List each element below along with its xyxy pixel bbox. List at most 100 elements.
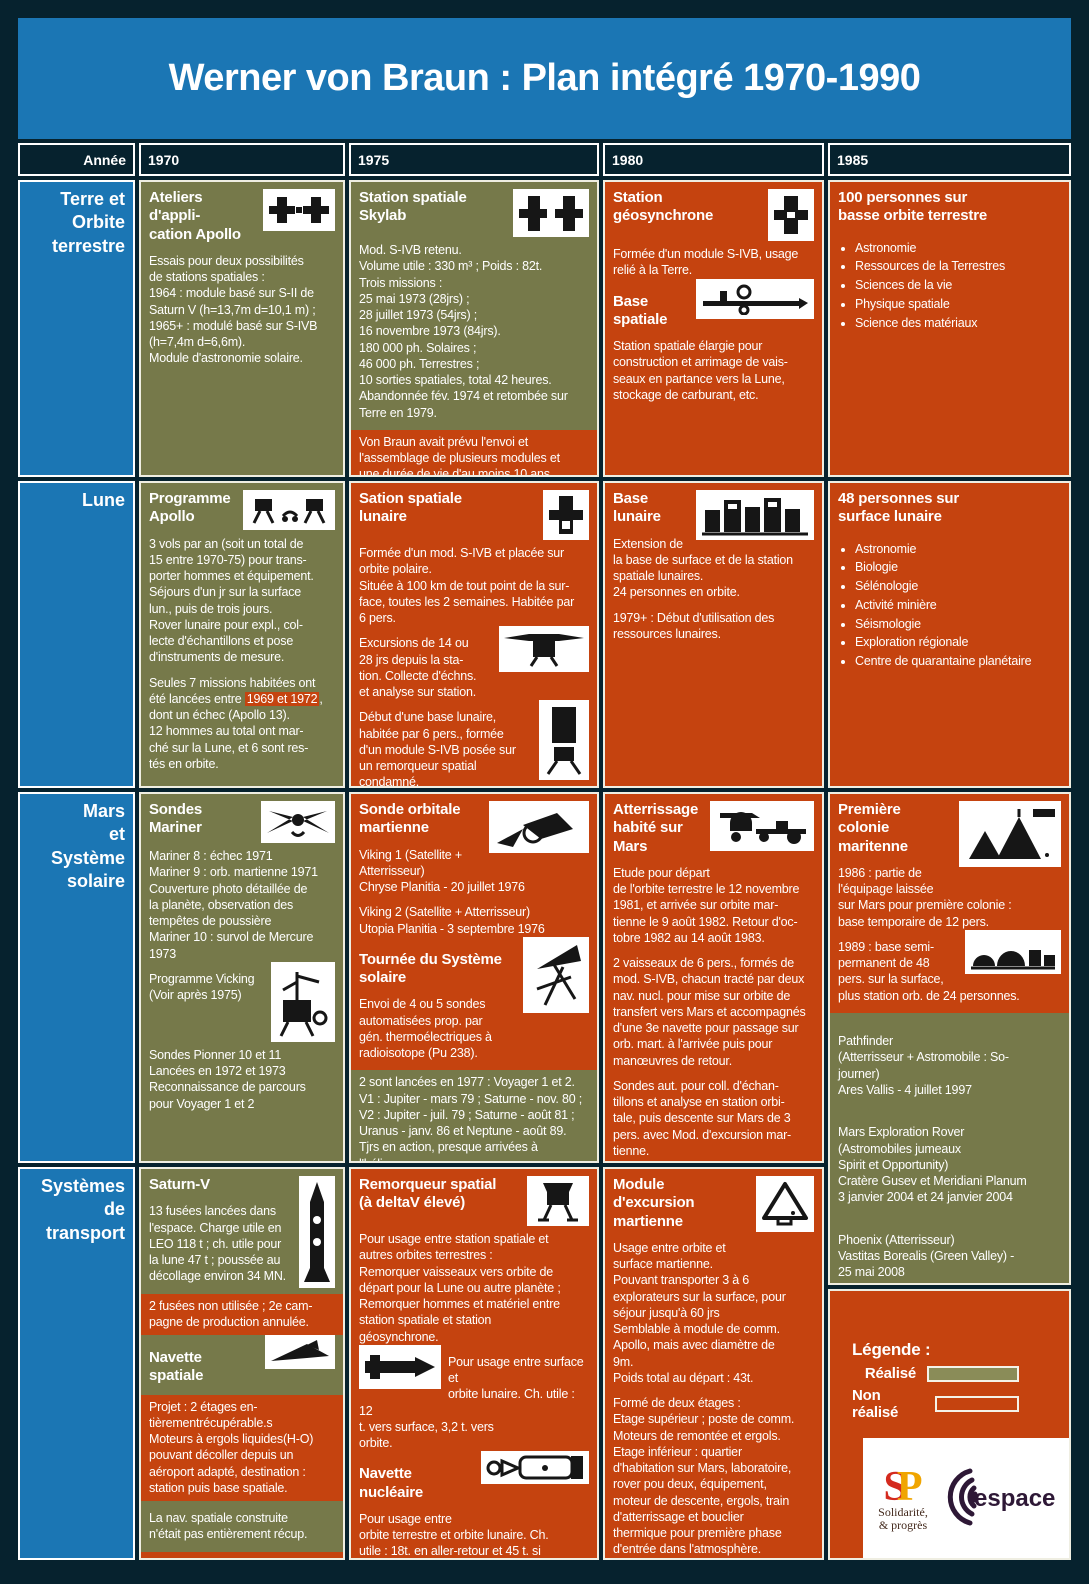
- cell-terre-1980: Station géosynchrone Formée d'un module …: [603, 180, 824, 477]
- espace-logo: espace: [930, 1466, 1056, 1533]
- lunar-tug-icon: [359, 1344, 441, 1389]
- cell-terre-1975: Station spatiale Skylab Mod. S-IVB reten…: [349, 180, 599, 477]
- cell-title: Sondes Mariner: [149, 801, 202, 837]
- cell-body-2: Viking 2 (Satellite + Atterrisseur) Utop…: [359, 905, 545, 936]
- cell-body-2: 1989 : base semi- permanent de 48 pers. …: [838, 939, 1020, 1003]
- highlighted-dates: 1969 et 1972: [244, 691, 320, 706]
- cell-body: Extension de la base de surface et de la…: [613, 536, 793, 600]
- mars-base-icon: [965, 929, 1061, 974]
- mars-excursion-module-icon: [756, 1176, 814, 1232]
- header-1980: 1980: [603, 143, 824, 176]
- viking-lander-icon: [271, 961, 335, 1042]
- cell-body: Pour usage entre station spatiale et aut…: [359, 1232, 561, 1344]
- cell-subtitle: Base spatiale: [613, 292, 668, 328]
- cell-body-2: Pour usage entre surface et orbite lunai…: [359, 1354, 584, 1450]
- lunar-base-cluster-icon: [696, 490, 814, 540]
- sp-line-2: & progrès: [878, 1518, 928, 1532]
- skylab-station-icon: [513, 189, 589, 237]
- pathfinder-note: Pathfinder (Atterrisseur + Astromobile :…: [838, 1034, 1009, 1097]
- cell-body-2: Programme Vicking (Voir après 1975): [149, 971, 255, 1002]
- cell-transport-1975: Remorqueur spatial (à deltaV élevé) Pour…: [349, 1167, 599, 1560]
- list-item: Astronomie: [855, 540, 1061, 559]
- lunar-excursion-lander-icon: [499, 626, 589, 673]
- cell-body-3: Envoi de 4 ou 5 sondes automatisées prop…: [359, 997, 492, 1061]
- page-title: Werner von Braun : Plan intégré 1970-199…: [168, 57, 921, 99]
- cell-body: Formée d'un module S-IVB, usage relié à …: [613, 247, 799, 278]
- sp-letter-p: P: [896, 1464, 923, 1511]
- legend-title: Légende :: [852, 1340, 931, 1359]
- cell-body-2: 2 vaisseaux de 6 pers., formés de mod. S…: [613, 956, 806, 1068]
- sp-monogram: SP: [878, 1466, 928, 1508]
- logo-box: SP Solidarité, & progrès: [863, 1438, 1069, 1558]
- cell-mars-1970: Sondes Mariner Mariner 8 : échec 1971 Ma…: [139, 792, 345, 1163]
- cell-body: Formée d'un mod. S-IVB et placée sur orb…: [359, 546, 575, 625]
- solar-system-probe-icon: [523, 936, 589, 1013]
- cell-body: Viking 1 (Satellite + Atterrisseur) Chry…: [359, 847, 525, 895]
- not-realized-note-2: Projet : 2 étages en- tièrementrécupérab…: [141, 1394, 343, 1502]
- sp-letter-s: S: [883, 1464, 907, 1511]
- cell-title: Saturn-V: [149, 1176, 210, 1193]
- text-after-highlight: , dont un échec (Apollo 13). 12 hommes a…: [149, 691, 323, 771]
- cell-body-3: Début d'une base lunaire, habitée par 6 …: [359, 710, 516, 788]
- sp-line-1: Solidarité,: [878, 1505, 928, 1520]
- header-1985: 1985: [828, 143, 1071, 176]
- list-item: Centre de quarantaine planétaire: [855, 652, 1061, 671]
- cell-transport-1970: Saturn-V 13 fusées lancées dans l'espace…: [139, 1167, 345, 1560]
- not-realized-note-3: N'a jamais pu voler vers Skylab car anté…: [141, 1551, 343, 1558]
- cell-body-2: 1979+ : Début d'utilisation des ressourc…: [613, 610, 775, 641]
- space-tug-icon: [527, 1176, 589, 1226]
- mer-note: Mars Exploration Rover (Astromobiles jum…: [838, 1125, 1027, 1205]
- saturn-v-rocket-icon: [299, 1176, 335, 1288]
- cell-body-3: Sondes Pionner 10 et 11 Lancées en 1972 …: [149, 1047, 306, 1111]
- cell-title: 100 personnes sur basse orbite terrestre: [838, 189, 988, 225]
- not-realized-note-1: 2 fusées non utilisée ; 2e cam- pagne de…: [141, 1293, 343, 1336]
- list-item: Exploration régionale: [855, 633, 1061, 652]
- cell-mars-1980: Atterrissage habité sur Mars Etude pour …: [603, 792, 824, 1163]
- list-item: Ressources de la Terrestres: [855, 257, 1061, 276]
- legend-row-realized: Réalisé: [852, 1365, 1047, 1382]
- not-realized-swatch: [934, 1396, 1019, 1412]
- realized-missions-note: Pathfinder (Atterrisseur + Astromobile :…: [830, 1012, 1069, 1283]
- cell-body-3: Pour usage entre orbite terrestre et orb…: [359, 1511, 549, 1559]
- cell-title: Station géosynchrone: [613, 189, 714, 225]
- list-item: Séismologie: [855, 615, 1061, 634]
- cell-lune-1970: Programme Apollo 3 vols par an (soit un …: [139, 481, 345, 788]
- text-before-highlight: Seules 7 missions habitées ont été lancé…: [149, 675, 316, 706]
- legend-row-not-realized: Non réalisé: [852, 1387, 1047, 1421]
- cell-title: Module d'excursion martienne: [613, 1176, 695, 1230]
- cell-title: Remorqueur spatial (à deltaV élevé): [359, 1176, 497, 1212]
- cell-body-2: Excursions de 14 ou 28 jrs depuis la sta…: [359, 636, 477, 699]
- apollo-workshop-icon: [263, 189, 335, 231]
- mars-orbiter-icon: [489, 801, 589, 853]
- lunar-station-icon: [543, 490, 589, 540]
- cell-title: Première colonie maritenne: [838, 801, 908, 855]
- sp-wordmark: Solidarité, & progrès: [878, 1506, 928, 1531]
- plan-table: Année 1970 1975 1980 1985 Terre et Orbit…: [18, 143, 1071, 1560]
- list-item: Astronomie: [855, 239, 1061, 258]
- realized-note: 2 sont lancées en 1977 : Voyager 1 et 2.…: [351, 1070, 597, 1161]
- cell-transport-1980: Module d'excursion martienne Usage entre…: [603, 1167, 824, 1560]
- list-item: Activité minière: [855, 596, 1061, 615]
- cell-title: Base lunaire: [613, 490, 661, 526]
- cell-body: Mariner 8 : échec 1971 Mariner 9 : orb. …: [149, 849, 318, 961]
- cell-terre-1970: Ateliers d'appli- cation Apollo Essais p…: [139, 180, 345, 477]
- list-item: Physique spatiale: [855, 295, 1061, 314]
- row-label-transport: Systèmes de transport: [18, 1167, 135, 1560]
- lunar-modules-icon: [243, 490, 335, 530]
- research-list: Astronomie Ressources de la Terrestres S…: [838, 239, 1061, 333]
- phoenix-note: Phoenix (Atterrisseur) Vastitas Borealis…: [838, 1232, 1015, 1280]
- mars-colony-icon: [959, 801, 1061, 867]
- legend-label-realized: Réalisé: [864, 1365, 916, 1382]
- cell-terre-1985: 100 personnes sur basse orbite terrestre…: [828, 180, 1071, 477]
- realized-swatch: [927, 1365, 1019, 1382]
- cell-subtitle: Tournée du Système solaire: [359, 950, 502, 987]
- cell-lune-1975: Sation spatiale lunaire Formée d'un mod.…: [349, 481, 599, 788]
- cell-body: Essais pour deux possibilités de station…: [149, 253, 318, 366]
- cell-body: Mod. S-IVB retenu. Volume utile : 330 m³…: [359, 243, 568, 420]
- mariner-probe-icon: [261, 801, 335, 843]
- space-shuttle-icon: [265, 1335, 335, 1370]
- cell-body-2: Seules 7 missions habitées ont été lancé…: [149, 675, 335, 773]
- lunar-base-module-icon: [539, 700, 589, 781]
- cell-body-2: Station spatiale élargie pour constructi…: [613, 339, 788, 402]
- column-1985-lower: Première colonie maritenne 1986 : partie…: [828, 792, 1071, 1560]
